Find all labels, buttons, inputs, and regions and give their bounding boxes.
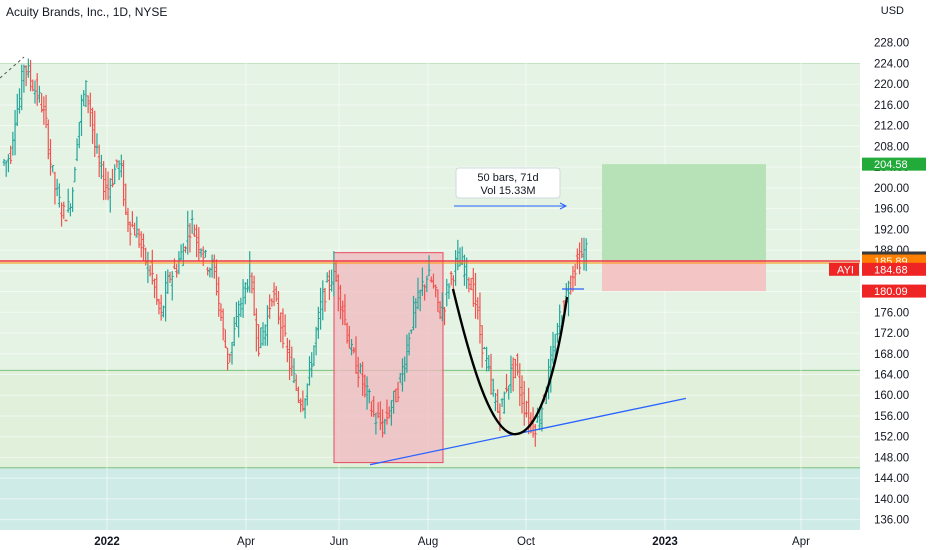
cup-curve xyxy=(451,288,569,436)
time-tick-label: Apr xyxy=(792,536,810,548)
price-tick-label: 160.00 xyxy=(874,390,909,402)
target-price-badge-bg xyxy=(862,157,926,171)
symbol-tag: AYI xyxy=(837,264,854,276)
price-tick-label: 220.00 xyxy=(874,79,909,91)
currency-label: USD xyxy=(880,5,904,17)
symbol-tag-bg xyxy=(829,262,859,276)
stop-zone xyxy=(602,261,766,292)
annotation-boxes xyxy=(333,164,766,464)
dashed-projection-line xyxy=(0,56,25,79)
price-tick-label: 156.00 xyxy=(874,411,909,423)
price-tick-label: 224.00 xyxy=(874,58,909,70)
measure-arrow-head xyxy=(559,202,568,210)
measure-volume-label: Vol 15.33M xyxy=(480,185,535,197)
price-tick-label: 176.00 xyxy=(874,307,909,319)
price-tick-label: 140.00 xyxy=(874,494,909,506)
target-price-badge: 204.58 xyxy=(874,159,908,171)
price-tick-label: 208.00 xyxy=(874,141,909,153)
time-tick-label: 2023 xyxy=(652,536,678,548)
price-tick-label: 172.00 xyxy=(874,328,909,340)
price-tick-label: 136.00 xyxy=(874,515,909,527)
time-tick-label: 2022 xyxy=(94,536,120,548)
stop-price-badge: 180.09 xyxy=(874,286,908,298)
price-tick-label: 144.00 xyxy=(874,473,909,485)
trend-line xyxy=(369,397,687,466)
measure-box xyxy=(455,167,561,199)
price-tick-label: 148.00 xyxy=(874,452,909,464)
time-tick-label: Oct xyxy=(517,536,536,548)
price-tick-label: 192.00 xyxy=(874,224,909,236)
chart-title: Acuity Brands, Inc., 1D, NYSE xyxy=(6,5,168,19)
price-tick-label: 228.00 xyxy=(874,38,909,50)
price-tick-label: 196.00 xyxy=(874,204,909,216)
current-price-badge: 184.68 xyxy=(874,264,908,276)
price-tick-label: 168.00 xyxy=(874,349,909,361)
price-tick-label: 212.00 xyxy=(874,121,909,133)
current-price-badge-bg xyxy=(862,262,926,276)
price-axis: 136.00 140.00 144.00 148.00 152.00 156.00 160.… xyxy=(874,38,909,527)
price-tick-label: 152.00 xyxy=(874,432,909,444)
price-tick-label: 216.00 xyxy=(874,100,909,112)
stop-price-badge-bg xyxy=(862,284,926,298)
time-tick-label: Apr xyxy=(237,536,255,548)
measure-bars-label: 50 bars, 71d xyxy=(477,172,538,184)
time-tick-label: Jun xyxy=(330,536,349,548)
price-tick-label: 200.00 xyxy=(874,183,909,195)
time-axis: 2022 Apr Jun Aug Oct 2023 Apr xyxy=(94,536,810,548)
price-tick-label: 164.00 xyxy=(874,369,909,381)
time-tick-label: Aug xyxy=(418,536,438,548)
target-zone xyxy=(602,164,766,262)
candlestick-series xyxy=(2,58,588,447)
